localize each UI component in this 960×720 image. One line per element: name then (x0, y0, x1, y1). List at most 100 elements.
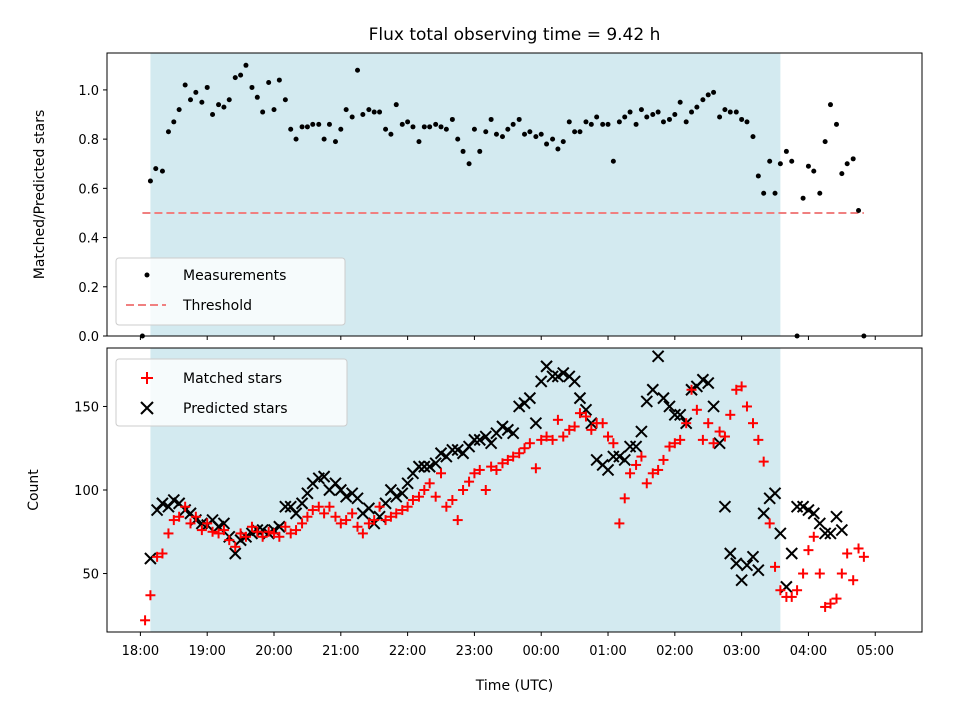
bottom-xtick-label: 23:00 (456, 644, 493, 659)
predicted-star-point (473, 433, 486, 447)
predicted-star-point (668, 408, 682, 422)
top-ytick-label: 0.2 (78, 281, 99, 296)
matched-star-point (825, 598, 836, 609)
bottom-xtick-label: 21:00 (322, 644, 359, 659)
predicted-star-point (651, 350, 665, 363)
measurement-point (705, 92, 711, 98)
predicted-star-point (573, 391, 587, 405)
measurement-point (288, 126, 294, 132)
measurement-point (243, 62, 249, 68)
matched-star-point (464, 476, 475, 487)
measurement-point (360, 112, 366, 118)
matched-star-point (792, 585, 803, 596)
predicted-star-point (629, 440, 643, 453)
predicted-star-point (144, 552, 157, 565)
predicted-star-point (640, 395, 653, 408)
measurement-point (316, 121, 322, 127)
measurement-point (343, 107, 349, 113)
predicted-star-point (702, 376, 715, 390)
matched-star-point (246, 521, 257, 532)
matched-star-point (330, 511, 341, 522)
measurement-point (638, 107, 644, 113)
measurement-point (800, 195, 806, 201)
measurement-point (321, 136, 327, 142)
matched-star-point (185, 518, 196, 529)
matched-star-point (524, 438, 535, 449)
matched-star-point (831, 593, 842, 604)
predicted-star-point (557, 366, 570, 380)
predicted-star-point (818, 527, 832, 540)
measurement-point (660, 119, 666, 125)
matched-star-point (853, 543, 864, 554)
matched-star-point (714, 426, 725, 437)
measurement-point (505, 126, 511, 132)
bottom-xtick-label: 19:00 (188, 644, 225, 659)
matched-star-point (413, 491, 424, 502)
predicted-star-point (256, 523, 269, 537)
measurement-point (538, 131, 544, 137)
matched-star-point (380, 515, 391, 526)
predicted-star-point (390, 490, 403, 503)
matched-star-point (224, 535, 235, 546)
predicted-star-point (317, 470, 331, 483)
predicted-star-point (673, 408, 687, 422)
measurement-point (388, 131, 394, 137)
measurement-point (399, 121, 405, 127)
matched-star-point (374, 501, 385, 512)
measurement-point (772, 190, 778, 196)
bottom-xtick-label: 00:00 (522, 644, 559, 659)
measurement-point (216, 102, 222, 108)
matched-star-point (180, 501, 191, 512)
predicted-star-point (273, 520, 286, 533)
matched-star-point (770, 561, 781, 572)
measurement-point (310, 121, 316, 127)
measurement-point (460, 148, 466, 154)
measurement-point (600, 121, 606, 127)
bottom-ytick-label: 150 (74, 400, 99, 415)
measurement-point (455, 136, 461, 142)
predicted-star-point (657, 391, 670, 405)
bottom-xtick-label: 02:00 (656, 644, 693, 659)
matched-star-point (458, 485, 469, 495)
measurement-point (477, 148, 483, 154)
predicted-star-point (156, 497, 169, 510)
chart-title: Flux total observing time = 9.42 h (369, 25, 661, 45)
matched-star-point (686, 384, 697, 395)
matched-star-point (474, 464, 485, 475)
measurement-point (355, 67, 361, 73)
matched-star-point (430, 491, 441, 502)
predicted-star-point (540, 360, 553, 373)
matched-star-point (207, 526, 218, 537)
predicted-star-point (279, 500, 292, 513)
legend-measurements-label: Measurements (183, 268, 286, 284)
matched-star-point (697, 434, 708, 445)
legend-measurements-marker (144, 272, 150, 278)
matched-star-point (858, 551, 869, 562)
matched-star-point (603, 431, 614, 442)
bottom-xtick-label: 20:00 (255, 644, 292, 659)
matched-star-point (157, 548, 168, 559)
matched-star-point (741, 401, 752, 412)
measurement-point (326, 121, 332, 127)
measurement-point (610, 158, 616, 164)
predicted-star-point (484, 437, 498, 450)
predicted-star-point (757, 507, 770, 520)
matched-star-point (541, 431, 552, 442)
predicted-star-point (535, 375, 548, 388)
measurement-point (805, 163, 811, 169)
predicted-star-point (523, 391, 537, 405)
predicted-star-point (446, 443, 459, 457)
matched-star-point (508, 451, 519, 462)
measurement-point (276, 77, 282, 83)
matched-star-point (608, 438, 619, 449)
matched-star-point (307, 505, 318, 516)
predicted-star-point (396, 487, 409, 500)
matched-star-point (736, 381, 747, 392)
predicted-star-point (295, 497, 309, 510)
top-y-axis-label: Matched/Predicted stars (32, 110, 48, 280)
measurement-point (405, 119, 411, 125)
matched-star-point (369, 515, 380, 526)
matched-stars-points (140, 381, 869, 626)
measurement-point (755, 173, 761, 179)
matched-star-point (397, 505, 408, 516)
